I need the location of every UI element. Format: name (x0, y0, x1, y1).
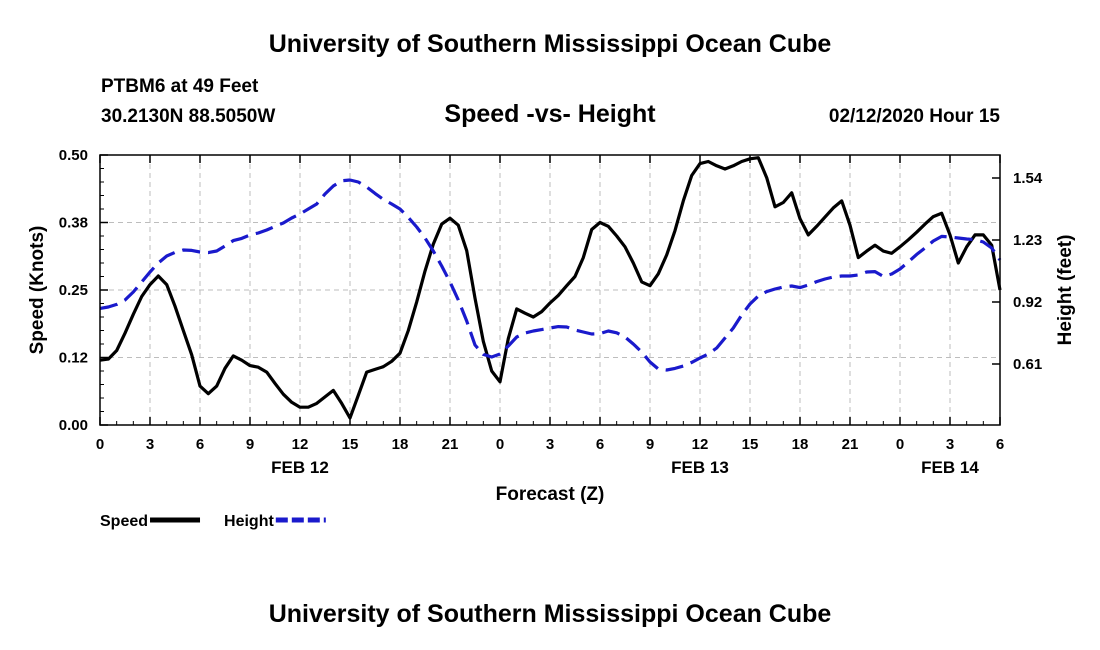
date-label: FEB 14 (921, 458, 979, 477)
x-tick-label: 3 (946, 436, 954, 453)
station-label: PTBM6 at 49 Feet (101, 76, 259, 97)
x-tick-label: 15 (742, 436, 759, 453)
x-tick-label: 9 (246, 436, 254, 453)
y-tick-label: 0.12 (59, 350, 88, 367)
x-tick-label: 6 (996, 436, 1004, 453)
date-label: FEB 13 (671, 458, 729, 477)
y-tick-label: 0.50 (59, 147, 88, 164)
footer-title: University of Southern Mississippi Ocean… (268, 600, 832, 628)
chart-title: Speed -vs- Height (444, 100, 656, 128)
x-tick-label: 0 (896, 436, 904, 453)
x-tick-label: 15 (342, 436, 359, 453)
x-tick-label: 9 (646, 436, 654, 453)
series-layer (99, 156, 1002, 420)
x-tick-label: 6 (196, 436, 204, 453)
forecast-datetime: 02/12/2020 Hour 15 (828, 106, 1000, 127)
x-tick-label: 21 (842, 436, 859, 453)
x-tick-label: 0 (96, 436, 104, 453)
y-tick-label: 0.00 (59, 417, 88, 434)
grid-lines (100, 155, 1000, 425)
x-tick-label: 21 (442, 436, 459, 453)
axis-ticks: 0 3 6 9 12 15 18 21 0 3 6 9 12 15 18 21 0 3 6 FEB 12 FEB 13 F… (59, 147, 1043, 477)
x-tick-label: 3 (146, 436, 154, 453)
x-axis-label: Forecast (Z) (496, 484, 605, 505)
y2-axis-label: Height (feet) (1055, 235, 1076, 346)
series-line-height (99, 178, 1002, 372)
x-tick-label: 6 (596, 436, 604, 453)
legend: Speed Height (100, 513, 326, 530)
y2-tick-label: 1.54 (1013, 170, 1043, 187)
x-tick-label: 0 (496, 436, 504, 453)
y2-tick-label: 1.23 (1013, 232, 1042, 249)
y2-tick-label: 0.92 (1013, 294, 1042, 311)
y2-tick-label: 0.61 (1013, 356, 1042, 373)
series-line-speed (99, 156, 1002, 420)
x-tick-label: 18 (792, 436, 809, 453)
x-tick-label: 18 (392, 436, 409, 453)
x-tick-label: 12 (692, 436, 709, 453)
page-title: University of Southern Mississippi Ocean… (268, 30, 832, 58)
y-axis-label: Speed (Knots) (27, 226, 48, 355)
x-tick-label: 12 (292, 436, 309, 453)
y-tick-label: 0.38 (59, 215, 88, 232)
legend-label-height: Height (224, 513, 274, 530)
station-coords: 30.2130N 88.5050W (101, 106, 276, 127)
x-tick-label: 3 (546, 436, 554, 453)
date-label: FEB 12 (271, 458, 329, 477)
legend-label-speed: Speed (100, 513, 148, 530)
y-tick-label: 0.25 (59, 282, 88, 299)
